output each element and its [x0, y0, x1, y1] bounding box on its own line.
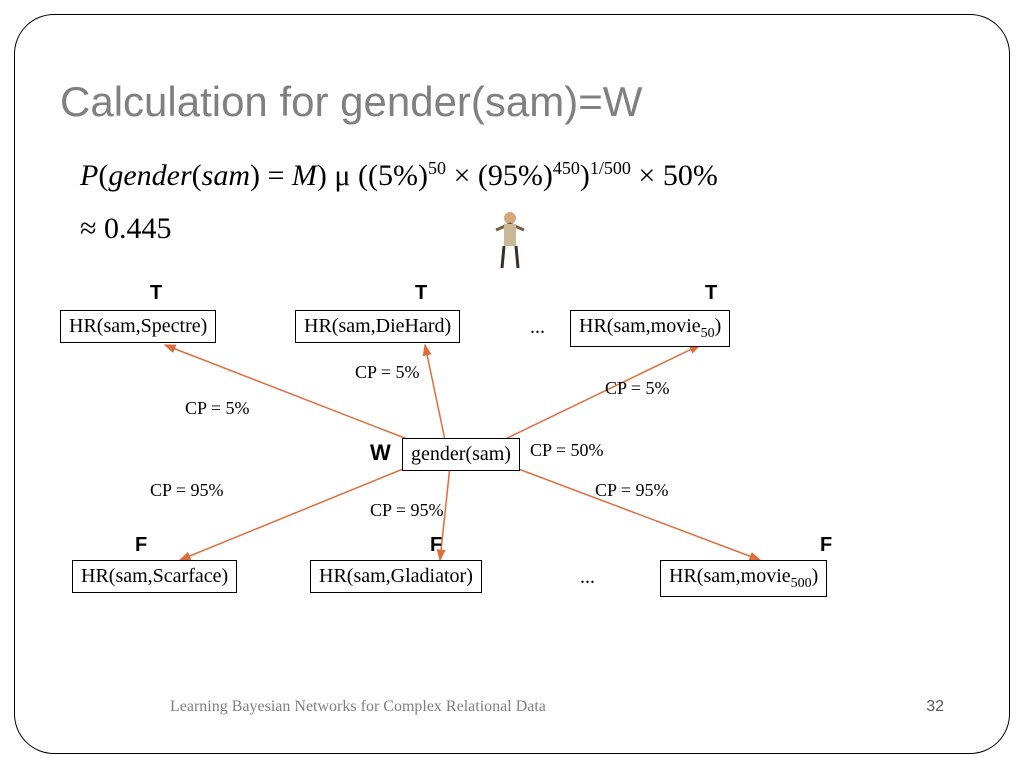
tf-label-top-2: T: [415, 282, 427, 305]
ellipsis-bottom: ...: [580, 566, 595, 589]
node-hr-movie500: HR(sam,movie500): [660, 560, 827, 597]
cp-top-left: CP = 5%: [185, 398, 250, 419]
cp-top-right: CP = 5%: [605, 378, 670, 399]
cp-bot-right: CP = 95%: [595, 480, 669, 501]
footer-text: Learning Bayesian Networks for Complex R…: [170, 698, 546, 716]
node-hr-movie50: HR(sam,movie50): [570, 310, 730, 347]
formula-line-2: ≈ 0.445: [80, 212, 171, 246]
tf-label-bot-1: F: [135, 534, 147, 557]
node-gender-sam: gender(sam): [402, 438, 520, 471]
tf-label-top-3: T: [705, 282, 717, 305]
slide-title: Calculation for gender(sam)=W: [60, 78, 642, 126]
cp-right-of-center: CP = 50%: [530, 440, 604, 461]
cp-top-mid: CP = 5%: [355, 362, 420, 383]
node-hr-spectre: HR(sam,Spectre): [60, 310, 216, 343]
node-hr-diehard: HR(sam,DieHard): [295, 310, 460, 343]
formula-line-1: P(gender(sam) = M) μ ((5%)50 × (95%)450)…: [80, 158, 718, 193]
tf-label-top-1: T: [150, 282, 162, 305]
tf-label-bot-3: F: [820, 534, 832, 557]
cp-bot-left: CP = 95%: [150, 480, 224, 501]
person-icon: [490, 210, 530, 280]
page-number: 32: [926, 698, 944, 716]
node-hr-scarface: HR(sam,Scarface): [72, 560, 237, 593]
tf-label-bot-2: F: [430, 534, 442, 557]
ellipsis-top: ...: [530, 316, 545, 339]
w-label: W: [370, 440, 391, 466]
cp-bot-mid: CP = 95%: [370, 500, 444, 521]
node-hr-gladiator: HR(sam,Gladiator): [310, 560, 482, 593]
